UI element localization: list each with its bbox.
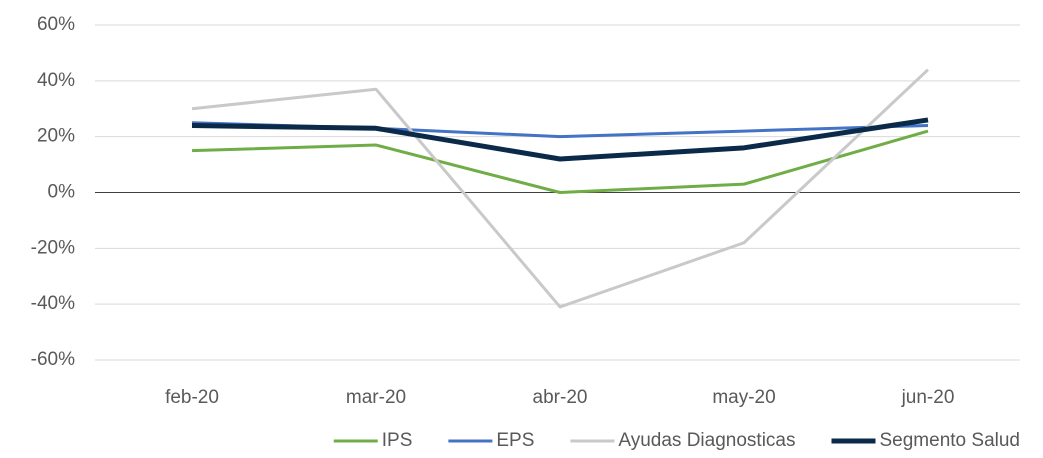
legend-label: Segmento Salud xyxy=(880,430,1021,451)
line-series xyxy=(191,117,929,162)
x-tick-label: jun-20 xyxy=(901,387,955,408)
y-tick-label: -60% xyxy=(31,349,75,370)
y-tick-label: 0% xyxy=(48,182,76,203)
y-tick-label: 40% xyxy=(37,70,75,91)
x-tick-label: feb-20 xyxy=(165,387,219,408)
y-tick-label: -20% xyxy=(31,237,75,258)
line-series xyxy=(191,68,930,309)
y-tick-label: 20% xyxy=(37,126,75,147)
legend-label: IPS xyxy=(382,430,413,451)
y-tick-label: -40% xyxy=(31,293,75,314)
x-tick-label: abr-20 xyxy=(533,387,588,408)
legend-label: Ayudas Diagnosticas xyxy=(618,430,795,451)
x-tick-label: may-20 xyxy=(712,387,775,408)
y-tick-label: 60% xyxy=(37,14,75,35)
x-tick-label: mar-20 xyxy=(346,387,406,408)
legend-label: EPS xyxy=(496,430,534,451)
line-series xyxy=(191,129,929,194)
